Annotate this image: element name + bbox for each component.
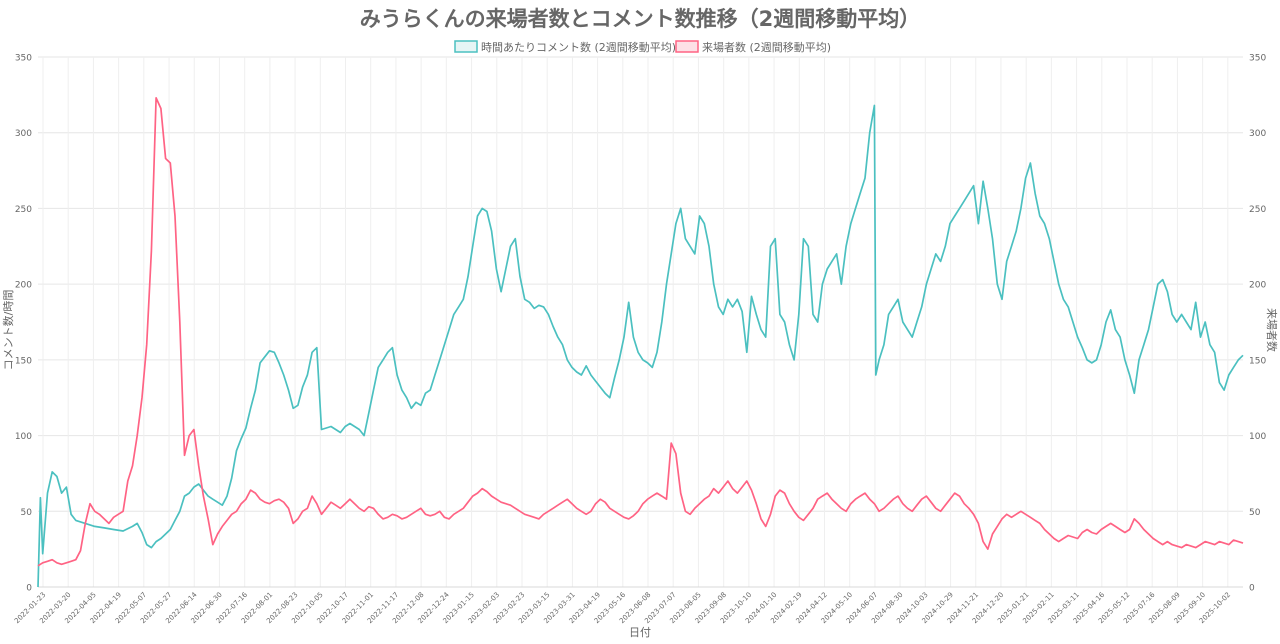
x-axis: 2022-01-232022-03-202022-04-052022-04-19… [13, 590, 1232, 625]
y-tick-left: 300 [15, 129, 32, 139]
series-line-comments[interactable] [37, 104, 1244, 588]
y-tick-left: 0 [26, 584, 32, 594]
y-axis-right: 0 50 100 150 200 250 300 350 [1249, 54, 1266, 594]
y-tick-right: 300 [1249, 129, 1266, 139]
y-tick-right: 250 [1249, 205, 1266, 215]
y-tick-left: 100 [15, 432, 32, 442]
y-tick-right: 100 [1249, 432, 1266, 442]
series-layer [37, 97, 1244, 588]
series-line-visitors[interactable] [37, 97, 1244, 567]
y-tick-left: 200 [15, 281, 32, 291]
legend-label-visitors[interactable]: 来場者数 (2週間移動平均) [702, 40, 831, 54]
y-axis-right-label: 来場者数 [1265, 308, 1278, 352]
y-axis-left: 0 50 100 150 200 250 300 350 [15, 54, 32, 594]
y-tick-right: 350 [1249, 54, 1266, 64]
legend-swatch-comments [454, 40, 478, 53]
y-tick-right: 200 [1249, 281, 1266, 291]
legend-label-comments[interactable]: 時間あたりコメント数 (2週間移動平均) [481, 40, 676, 54]
y-tick-left: 50 [21, 508, 33, 518]
y-tick-left: 150 [15, 356, 32, 366]
legend-swatch-visitors [675, 40, 699, 53]
chart-title: みうらくんの来場者数とコメント数推移（2週間移動平均） [360, 7, 921, 31]
y-tick-left: 250 [15, 205, 32, 215]
x-axis-label: 日付 [629, 626, 651, 639]
y-tick-right: 0 [1249, 584, 1255, 594]
y-tick-right: 150 [1249, 356, 1266, 366]
y-tick-left: 350 [15, 54, 32, 64]
y-tick-right: 50 [1249, 508, 1261, 518]
y-axis-left-label: コメント数/時間 [2, 290, 15, 371]
legend[interactable]: 時間あたりコメント数 (2週間移動平均) 来場者数 (2週間移動平均) [454, 40, 831, 54]
